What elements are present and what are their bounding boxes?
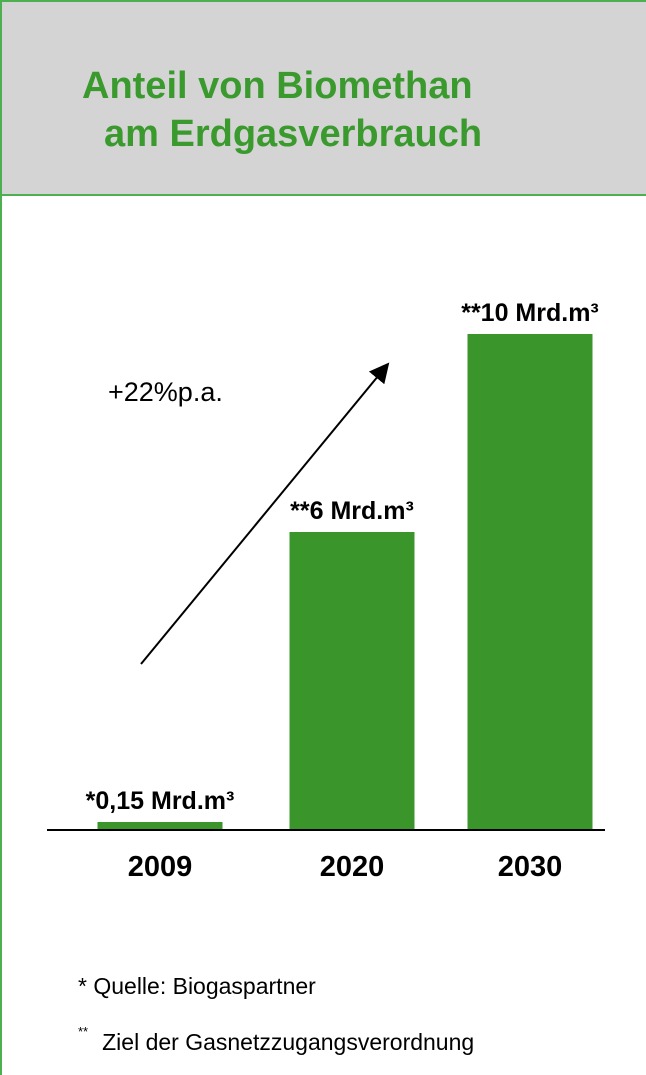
footnote-marker: ** bbox=[78, 1024, 89, 1039]
x-tick-label-2009: 2009 bbox=[128, 851, 193, 883]
x-tick-label-2030: 2030 bbox=[498, 851, 563, 883]
title-line-1: Anteil von Biomethan bbox=[82, 65, 473, 107]
x-tick-label-2020: 2020 bbox=[320, 851, 385, 883]
bar-2030 bbox=[467, 334, 593, 829]
footnote-target-text: Ziel der Gasnetzzugangsverordnung bbox=[102, 1029, 475, 1055]
bars-group bbox=[97, 334, 593, 829]
footnote-source: * Quelle: Biogaspartner bbox=[78, 973, 316, 999]
title-line-2: am Erdgasverbrauch bbox=[104, 113, 483, 155]
page-title: Anteil von Biomethan am Erdgasverbrauch bbox=[82, 62, 482, 158]
data-label-2009: *0,15 Mrd.m³ bbox=[86, 787, 235, 815]
header-panel: Anteil von Biomethan am Erdgasverbrauch bbox=[2, 2, 646, 196]
data-label-2030: **10 Mrd.m³ bbox=[461, 299, 599, 327]
bar-2020 bbox=[289, 532, 415, 829]
growth-annotation: +22%p.a. bbox=[108, 377, 223, 407]
labels-group: *0,15 Mrd.m³ 2009 **6 Mrd.m³ 2020 **10 Mrd.m… bbox=[86, 299, 599, 883]
footnote-target: ** Ziel der Gasnetzzugangsverordnung bbox=[78, 1024, 474, 1056]
growth-arrow bbox=[140, 362, 390, 665]
data-label-2020: **6 Mrd.m³ bbox=[290, 497, 414, 525]
bar-2009 bbox=[97, 822, 223, 829]
